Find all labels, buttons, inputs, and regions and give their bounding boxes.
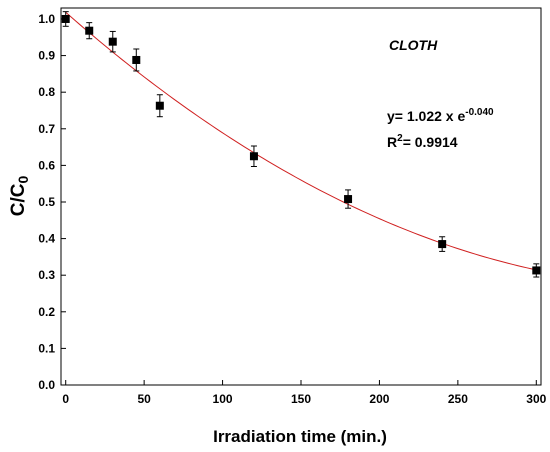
y-tick-label: 0.9 (38, 49, 55, 63)
x-tick-label: 200 (369, 392, 389, 406)
equation-exponent: -0.040 (465, 107, 494, 118)
data-point (249, 152, 258, 161)
data-point (344, 195, 353, 204)
y-axis-title-sub: 0 (15, 176, 31, 184)
y-tick-label: 0.1 (38, 341, 55, 355)
fit-curve (65, 11, 537, 271)
y-tick-label: 0.3 (38, 268, 55, 282)
r-squared-sup: 2 (397, 133, 403, 144)
data-point (155, 101, 164, 110)
data-point (85, 26, 94, 35)
y-tick-label: 0.5 (38, 195, 55, 209)
x-axis-title: Irradiation time (min.) (213, 427, 387, 446)
data-point (532, 266, 541, 275)
y-tick-label: 0.0 (38, 378, 55, 392)
y-tick-label: 0.2 (38, 305, 55, 319)
plot-frame (60, 7, 542, 386)
x-tick-label: 50 (137, 392, 151, 406)
data-point (61, 14, 70, 23)
r-squared-prefix: R (387, 134, 397, 150)
y-tick-label: 0.7 (38, 122, 55, 136)
y-tick-label: 0.4 (38, 232, 55, 246)
fit-curve-layer (65, 11, 537, 271)
x-tick-label: 150 (291, 392, 311, 406)
data-point (438, 240, 447, 249)
y-axis-title: C/C0 (8, 176, 31, 217)
data-point (108, 37, 117, 46)
data-point (132, 55, 141, 64)
y-tick-label: 0.8 (38, 85, 55, 99)
y-tick-label: 0.6 (38, 158, 55, 172)
r-squared-value: = 0.9914 (403, 134, 458, 150)
r-squared-label: R2= 0.9914 (387, 133, 458, 150)
y-axis-title-main: C/C (8, 183, 29, 216)
x-tick-label: 100 (213, 392, 233, 406)
y-axis: 0.0 0.1 0.2 0.3 0.4 0.5 0.6 0.7 0.8 0.9 1.0 (38, 12, 66, 392)
x-tick-label: 300 (526, 392, 546, 406)
equation-label: y= 1.022 x e-0.040 (387, 107, 494, 124)
x-axis: 0 50 100 150 200 250 300 (62, 380, 547, 406)
y-tick-label: 1.0 (38, 12, 55, 26)
x-tick-label: 250 (448, 392, 468, 406)
equation-main: y= 1.022 x e (387, 108, 465, 124)
x-tick-label: 0 (62, 392, 69, 406)
data-points-layer (61, 11, 541, 278)
chart-title: CLOTH (389, 37, 438, 53)
